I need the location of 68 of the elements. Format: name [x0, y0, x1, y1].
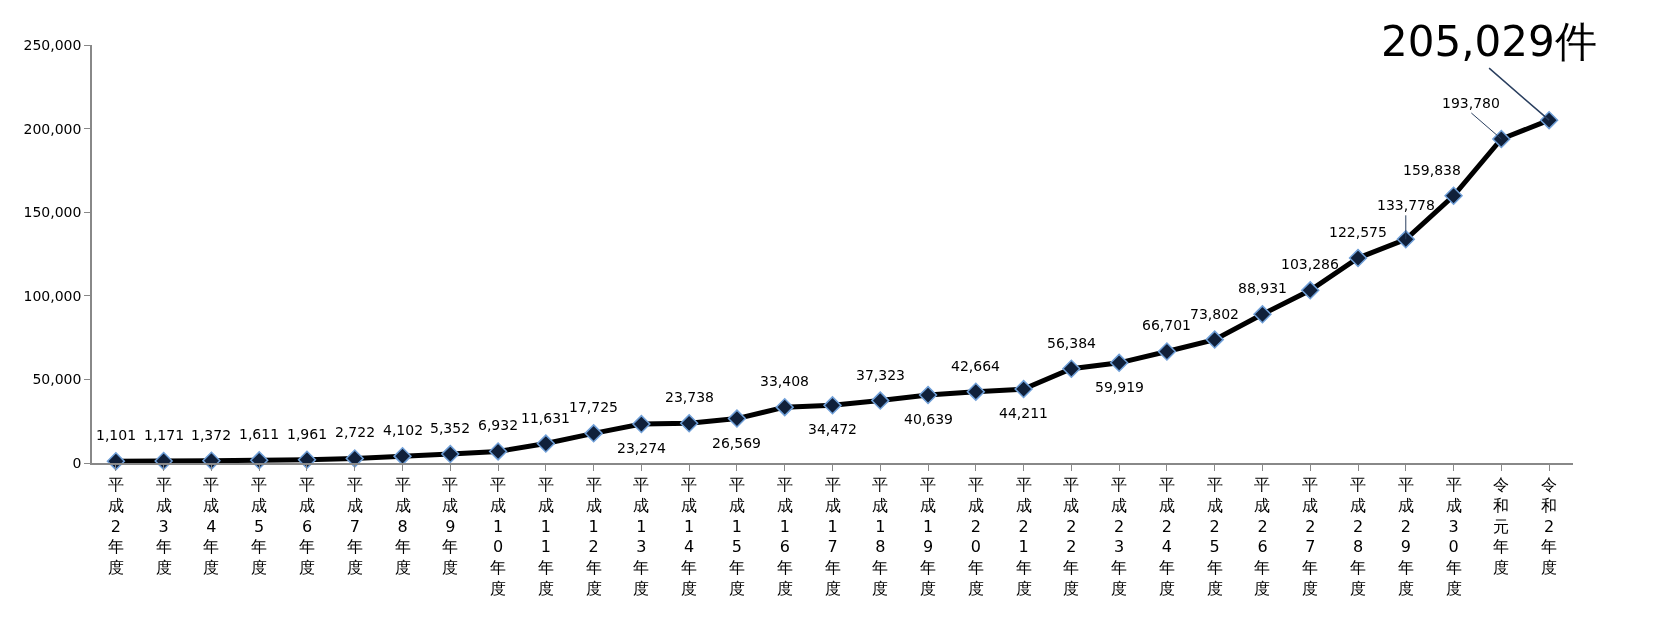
x-tick-label: 平成26年度	[1254, 474, 1271, 598]
data-label: 37,323	[856, 367, 905, 383]
x-tick-label: 平成6年度	[298, 474, 315, 578]
x-tick-label: 平成11年度	[537, 474, 554, 598]
data-label: 1,961	[287, 426, 328, 442]
data-label: 1,372	[191, 427, 232, 443]
x-tick-label: 平成4年度	[203, 474, 220, 578]
x-tick-label: 平成19年度	[920, 474, 937, 598]
x-tick-label: 平成22年度	[1063, 474, 1080, 598]
x-tick-label: 平成16年度	[776, 474, 793, 598]
y-tick-label: 0	[72, 454, 82, 471]
x-tick-label: 平成25年度	[1206, 474, 1223, 598]
data-label: 23,738	[665, 389, 714, 405]
data-label: 1,101	[96, 427, 137, 443]
data-label: 205,029件	[1381, 17, 1597, 66]
y-tick-label: 150,000	[23, 204, 82, 221]
x-tick-label: 平成8年度	[394, 474, 411, 578]
data-label: 44,211	[999, 405, 1048, 421]
x-tick-label: 平成5年度	[251, 474, 268, 578]
data-label: 6,932	[478, 417, 519, 433]
data-label: 88,931	[1238, 280, 1287, 296]
x-tick-label: 平成18年度	[872, 474, 889, 598]
x-tick-label: 平成13年度	[633, 474, 650, 598]
x-tick-label: 平成27年度	[1302, 474, 1319, 598]
x-tick-label: 平成28年度	[1350, 474, 1367, 598]
x-tick-label: 平成20年度	[967, 474, 984, 598]
x-tick-label: 平成7年度	[346, 474, 363, 578]
data-label: 23,274	[617, 440, 667, 456]
y-tick-label: 200,000	[23, 120, 82, 137]
x-tick-label: 平成30年度	[1445, 474, 1462, 598]
data-label: 56,384	[1047, 335, 1097, 351]
data-label: 40,639	[904, 411, 953, 427]
x-tick-label: 令和元年度	[1493, 474, 1510, 578]
x-tick-label: 平成14年度	[681, 474, 698, 598]
y-tick-label: 100,000	[23, 287, 82, 304]
data-label: 73,802	[1190, 306, 1239, 322]
data-label: 1,171	[144, 427, 185, 443]
x-tick-label: 令和2年度	[1541, 474, 1558, 578]
data-label: 103,286	[1281, 256, 1339, 272]
x-tick-label: 平成15年度	[728, 474, 745, 598]
x-tick-label: 平成2年度	[107, 474, 124, 578]
data-label: 42,664	[951, 358, 1001, 374]
data-label: 34,472	[808, 421, 857, 437]
x-tick-label: 平成24年度	[1158, 474, 1175, 598]
data-label: 66,701	[1142, 317, 1191, 333]
x-tick-label: 平成23年度	[1111, 474, 1128, 598]
x-tick-label: 平成21年度	[1015, 474, 1032, 598]
data-label: 33,408	[760, 373, 809, 389]
data-label: 5,352	[430, 420, 471, 436]
x-tick-label: 平成9年度	[442, 474, 459, 578]
data-label: 159,838	[1403, 162, 1461, 178]
data-label: 122,575	[1329, 224, 1387, 240]
y-tick-label: 50,000	[32, 371, 82, 388]
data-label: 133,778	[1377, 197, 1435, 213]
data-label: 11,631	[521, 410, 570, 426]
x-tick-label: 平成10年度	[490, 474, 507, 598]
data-label: 2,722	[335, 424, 376, 440]
x-tick-label: 平成17年度	[824, 474, 841, 598]
x-tick-label: 平成12年度	[585, 474, 602, 598]
data-label: 59,919	[1095, 379, 1144, 395]
data-label: 193,780	[1442, 95, 1500, 111]
data-label: 26,569	[712, 435, 761, 451]
data-label: 4,102	[383, 422, 424, 438]
data-label: 1,611	[239, 426, 280, 442]
x-tick-label: 平成29年度	[1397, 474, 1414, 598]
y-tick-label: 250,000	[23, 36, 82, 53]
x-tick-label: 平成3年度	[155, 474, 172, 578]
data-label: 17,725	[569, 399, 618, 415]
